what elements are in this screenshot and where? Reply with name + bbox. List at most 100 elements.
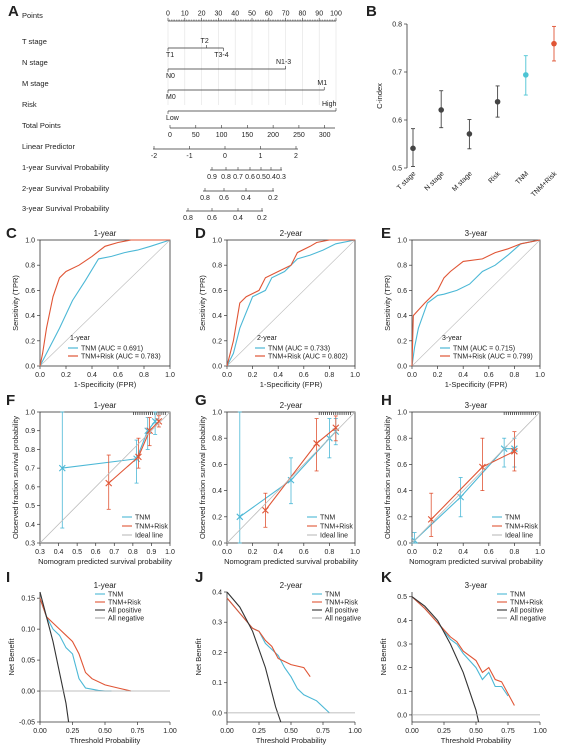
x-tick-label: 0.0 bbox=[407, 372, 417, 379]
x-tick-label: 1.00 bbox=[163, 728, 177, 735]
points-tick-label: 0 bbox=[166, 11, 170, 18]
nomogram-row-label: Points bbox=[22, 11, 43, 20]
cross-marker bbox=[155, 417, 163, 425]
legend-label: Ideal line bbox=[505, 533, 533, 540]
nomogram-row-label: T stage bbox=[22, 37, 47, 46]
x-axis-label: Threshold Probability bbox=[70, 736, 141, 745]
panel-letter-j: J bbox=[195, 569, 203, 586]
x-tick-label: 0.8 bbox=[510, 372, 520, 379]
calibration-panel-f: 0.3 0.4 0.5 0.6 0.7 0.8 0.9 1.0 0.3 0.4 0.5 0.6 0.7 0… bbox=[11, 401, 175, 566]
nomogram-tick-label: 1 bbox=[259, 153, 263, 160]
nomogram-tick-label: -1 bbox=[186, 153, 192, 160]
nomogram-row-label: Risk bbox=[22, 100, 37, 109]
legend-title: 1-year bbox=[70, 335, 91, 342]
nomogram-row-label: Linear Predictor bbox=[22, 142, 75, 151]
nomogram-row-label: M stage bbox=[22, 79, 49, 88]
y-tick-label: 0.15 bbox=[21, 596, 35, 603]
points-tick-label: 70 bbox=[282, 11, 290, 18]
y-tick-label: 0.4 bbox=[212, 590, 222, 597]
x-tick-label: 0.4 bbox=[273, 549, 283, 556]
x-tick-label: 1.0 bbox=[350, 549, 360, 556]
y-tick-label: 0.0 bbox=[397, 541, 407, 548]
y-tick-label: 1.0 bbox=[212, 410, 222, 417]
x-axis-label: Nomogram predicted survival probability bbox=[409, 557, 543, 566]
points-tick-label: 20 bbox=[198, 11, 206, 18]
dca-panel-k: 0.00 0.25 0.50 0.75 1.00 0.0 0.1 0.2 0.3 0.4 0.5 3-… bbox=[379, 581, 547, 745]
y-tick-label: 0.8 bbox=[397, 436, 407, 443]
risk-low-label: Low bbox=[166, 115, 180, 122]
y-tick-label: 0.8 bbox=[397, 263, 407, 270]
x-tick-label: 0.8 bbox=[325, 549, 335, 556]
y-tick-label: 1.0 bbox=[25, 410, 35, 417]
points-tick-label: 40 bbox=[231, 11, 239, 18]
y-tick-label: 0.5 bbox=[397, 594, 407, 601]
y-tick-label: 0.6 bbox=[25, 484, 35, 491]
risk-high-label: High bbox=[322, 101, 337, 108]
x-tick-label: 0.0 bbox=[407, 549, 417, 556]
x-tick-label: 0.4 bbox=[54, 549, 64, 556]
cindex-point bbox=[523, 72, 529, 78]
roc-panel-e: 0.0 0.2 0.4 0.6 0.8 1.0 0.0 0.2 0.4 0.6 0.8 1.0 3-ye… bbox=[383, 229, 545, 389]
x-tick-label: T stage bbox=[396, 170, 417, 191]
nomogram-tick-label: 150 bbox=[242, 132, 254, 139]
nomogram-row-label: Total Points bbox=[22, 121, 61, 130]
y-tick-label: 0.1 bbox=[397, 689, 407, 696]
y-tick-label: 0.2 bbox=[212, 514, 222, 521]
plot-title: 2-year bbox=[280, 581, 303, 590]
legend-label: TNM (AUC = 0.733) bbox=[268, 346, 330, 353]
reference-diagonal bbox=[39, 239, 171, 367]
y-tick-label: 0.8 bbox=[25, 447, 35, 454]
x-tick-label: 0.4 bbox=[87, 372, 97, 379]
y-tick-label: 0.4 bbox=[397, 488, 407, 495]
x-tick-label: 0.5 bbox=[72, 549, 82, 556]
y-axis-label: Sensitivity (TPR) bbox=[383, 275, 392, 331]
x-tick-label: 0.25 bbox=[252, 728, 266, 735]
nomogram-tick-label: 0.2 bbox=[268, 195, 278, 202]
reference-diagonal bbox=[226, 239, 356, 367]
calibration-curve bbox=[430, 450, 515, 520]
y-tick-label: 0.8 bbox=[25, 263, 35, 270]
net-benefit-curve bbox=[411, 596, 515, 706]
x-tick-label: 0.6 bbox=[299, 372, 309, 379]
y-tick-label: 0.0 bbox=[212, 364, 222, 371]
y-tick-label: 0.5 bbox=[392, 166, 402, 173]
cross-marker bbox=[511, 447, 518, 455]
calibration-panel-h: 0.0 0.2 0.4 0.6 0.8 1.0 0.0 0.2 0.4 0.6 0.8 1.0 3-ye… bbox=[383, 401, 545, 566]
y-tick-label: 0.8 bbox=[212, 263, 222, 270]
roc-curve bbox=[39, 239, 171, 367]
legend-label: TNM+Risk bbox=[505, 524, 538, 531]
y-tick-label: 0.4 bbox=[397, 313, 407, 320]
y-tick-label: 1.0 bbox=[25, 238, 35, 245]
y-tick-label: 0.0 bbox=[25, 364, 35, 371]
legend-label: TNM (AUC = 0.691) bbox=[81, 346, 143, 353]
x-tick-label: 0.00 bbox=[33, 728, 47, 735]
x-tick-label: N stage bbox=[424, 170, 446, 192]
legend-label: Ideal line bbox=[320, 533, 348, 540]
legend-label: All negative bbox=[325, 616, 361, 623]
x-tick-label: 0.4 bbox=[458, 372, 468, 379]
y-tick-label: 0.4 bbox=[25, 313, 35, 320]
nomogram-tick-label: 0.8 bbox=[200, 195, 210, 202]
panel-letter-g: G bbox=[195, 392, 207, 409]
roc-curve bbox=[411, 239, 541, 367]
calibration-curve bbox=[414, 448, 515, 541]
y-axis-label: Observed fraction survival probability bbox=[11, 416, 20, 539]
plot-frame bbox=[411, 239, 541, 367]
x-axis-label: 1-Specificity (FPR) bbox=[260, 380, 323, 389]
x-tick-label: 0.25 bbox=[66, 728, 80, 735]
category-label: M0 bbox=[166, 94, 176, 101]
x-tick-label: 1.00 bbox=[348, 728, 362, 735]
nomogram-tick-label: 0.3 bbox=[276, 174, 286, 181]
roc-curve bbox=[226, 239, 355, 367]
y-tick-label: 0.8 bbox=[392, 22, 402, 29]
roc-curve bbox=[226, 239, 356, 367]
points-tick-label: 50 bbox=[248, 11, 256, 18]
nomogram-tick-label: 2 bbox=[294, 153, 298, 160]
points-tick-label: 30 bbox=[215, 11, 223, 18]
plot-frame bbox=[411, 411, 541, 544]
legend-label: TNM bbox=[510, 592, 525, 599]
x-tick-label: TNM bbox=[515, 170, 531, 186]
y-tick-label: 0.6 bbox=[392, 118, 402, 125]
x-tick-label: 0.75 bbox=[501, 728, 515, 735]
x-tick-label: 0.6 bbox=[91, 549, 101, 556]
